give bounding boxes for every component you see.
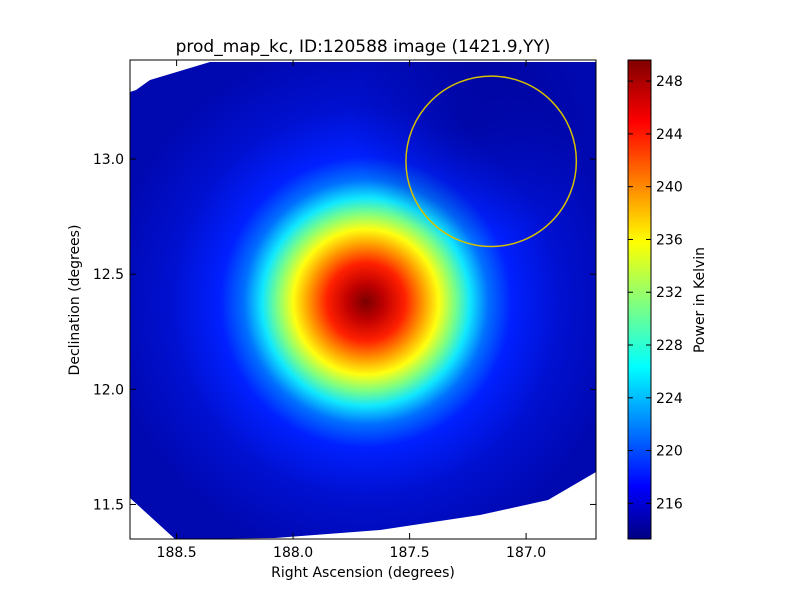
colorbar-tick-label: 244	[656, 127, 683, 143]
y-tick-label: 12.5	[93, 267, 124, 283]
annotation-circle	[405, 75, 578, 248]
colorbar-tick-label: 248	[656, 74, 683, 90]
colorbar-tick-label: 228	[656, 338, 683, 354]
x-tick-label: 187.0	[506, 545, 546, 561]
y-axis-ticks: 11.5 12.0 12.5 13.0	[93, 152, 596, 513]
colorbar-gradient	[627, 59, 652, 540]
y-axis-label: Declination (degrees)	[67, 225, 83, 376]
colorbar-tick-label: 220	[656, 444, 683, 460]
x-tick-label: 188.0	[273, 545, 313, 561]
colorbar-tick-label: 224	[656, 391, 683, 407]
chart-title: prod_map_kc, ID:120588 image (1421.9,YY)	[176, 37, 551, 57]
colorbar-tick-label: 232	[656, 285, 683, 301]
plot-frame	[129, 59, 597, 540]
x-axis-label: Right Ascension (degrees)	[271, 565, 455, 581]
colorbar-tick-label: 216	[656, 496, 683, 512]
heatmap-shadow	[130, 62, 596, 539]
y-tick-label: 12.0	[93, 382, 124, 398]
colorbar-tick-label: 240	[656, 180, 683, 196]
colorbar-label: Power in Kelvin	[692, 247, 708, 353]
y-tick-label: 13.0	[93, 152, 124, 168]
heatmap-plot: 188.5 188.0 187.5 187.0 11.5 12.0 12.5 13.0	[93, 59, 597, 561]
x-tick-label: 188.5	[157, 545, 197, 561]
colorbar-tick-label: 236	[656, 232, 683, 248]
colorbar-ticks: 216 220 224 228 232 236 240 244 248	[628, 74, 683, 512]
y-tick-label: 11.5	[93, 497, 124, 513]
x-axis-ticks: 188.5 188.0 187.5 187.0	[157, 60, 546, 561]
colorbar: 216 220 224 228 232 236 240 244 248 Power in Kel…	[627, 59, 708, 540]
x-tick-label: 187.5	[390, 545, 430, 561]
